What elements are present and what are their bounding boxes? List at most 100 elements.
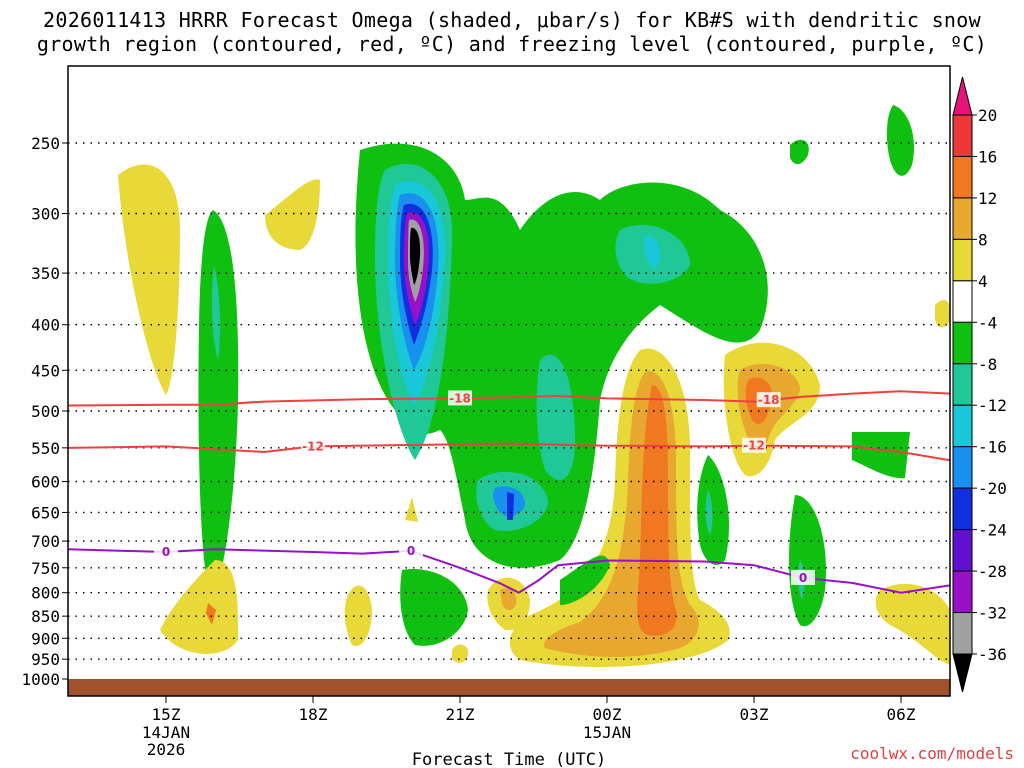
omega-cell-negative bbox=[198, 210, 239, 592]
colorbar-label: 20 bbox=[978, 106, 997, 125]
omega-cell-negative bbox=[697, 455, 729, 565]
contour-label: -12 bbox=[302, 439, 324, 453]
colorbar-swatch bbox=[952, 570, 973, 614]
contour-label: -12 bbox=[743, 439, 765, 453]
colorbar-swatch bbox=[952, 446, 973, 489]
colorbar-swatch bbox=[952, 155, 973, 199]
contour-label-bg bbox=[399, 542, 423, 558]
omega-cell-negative bbox=[536, 354, 575, 480]
y-tick-label: 650 bbox=[31, 503, 60, 522]
omega-cell-positive bbox=[637, 385, 677, 636]
x-tick-label: 18Z bbox=[299, 705, 328, 724]
colorbar-label: 4 bbox=[978, 272, 988, 291]
omega-cell-negative bbox=[886, 105, 914, 176]
colorbar-label: 12 bbox=[978, 189, 997, 208]
colorbar-swatch bbox=[952, 529, 973, 572]
contour-label: 0 bbox=[162, 545, 170, 559]
colorbar-label: -12 bbox=[978, 396, 1007, 415]
temperature-contours: -18 -18 -12 -12 0 0 0 bbox=[68, 390, 950, 594]
y-tick-label: 350 bbox=[31, 264, 60, 283]
omega-cell-negative bbox=[507, 492, 514, 520]
y-tick-label: 300 bbox=[31, 204, 60, 223]
omega-cell-positive bbox=[160, 560, 239, 654]
contour-label: 0 bbox=[407, 544, 415, 558]
x-tick-label: 00Z bbox=[593, 705, 622, 724]
contour-label-bg bbox=[756, 392, 781, 408]
colorbar-swatch bbox=[952, 321, 973, 365]
contour-label-bg bbox=[154, 543, 178, 559]
colorbar-swatch bbox=[952, 612, 973, 655]
y-tick-label: 900 bbox=[31, 629, 60, 648]
omega-cell-positive bbox=[206, 603, 216, 625]
chart-title-line1: 2026011413 HRRR Forecast Omega (shaded, … bbox=[43, 8, 981, 32]
colorbar-label: -32 bbox=[978, 604, 1007, 623]
omega-cell-negative bbox=[410, 227, 421, 285]
colorbar-label: 16 bbox=[978, 147, 997, 166]
colorbar-top-triangle bbox=[952, 76, 973, 116]
contour-line bbox=[68, 442, 950, 462]
colorbar-swatch bbox=[952, 404, 973, 448]
y-axis-ticks: 250 300 350 400 450 500 550 600 650 700 750 800 850 9… bbox=[21, 134, 68, 689]
omega-cell-positive bbox=[935, 300, 950, 328]
omega-cell-negative bbox=[788, 495, 826, 627]
colorbar-label: -16 bbox=[978, 438, 1007, 457]
omega-cell-negative bbox=[400, 569, 468, 646]
colorbar-label: 8 bbox=[978, 230, 988, 249]
x-tick-date: 14JAN bbox=[142, 723, 190, 742]
y-tick-label: 500 bbox=[31, 402, 60, 421]
omega-cell-positive bbox=[265, 179, 320, 250]
x-tick-label: 21Z bbox=[446, 705, 475, 724]
colorbar-swatch bbox=[952, 197, 973, 240]
y-tick-label: 250 bbox=[31, 134, 60, 153]
omega-cell-positive bbox=[118, 164, 180, 395]
omega-cell-negative bbox=[705, 490, 713, 535]
omega-cell-negative bbox=[560, 555, 610, 605]
omega-cell-positive bbox=[344, 585, 372, 646]
contour-label-bg bbox=[448, 390, 472, 406]
contour-label-bg bbox=[742, 437, 766, 453]
x-tick-label: 06Z bbox=[887, 705, 916, 724]
colorbar-label: -4 bbox=[978, 313, 997, 332]
colorbar-label: -8 bbox=[978, 355, 997, 374]
colorbar-swatch bbox=[952, 487, 973, 531]
omega-cell-negative bbox=[852, 432, 910, 479]
terrain-fill bbox=[68, 679, 950, 696]
omega-cell-positive bbox=[875, 583, 950, 665]
omega-cell-positive bbox=[452, 644, 469, 663]
x-axis-label: Forecast Time (UTC) bbox=[412, 750, 606, 768]
omega-cell-negative bbox=[643, 235, 661, 270]
colorbar-swatch bbox=[952, 114, 973, 157]
contour-label: -18 bbox=[449, 391, 471, 405]
y-tick-label: 450 bbox=[31, 361, 60, 380]
y-tick-label: 600 bbox=[31, 472, 60, 491]
y-tick-label: 550 bbox=[31, 439, 60, 458]
y-tick-label: 700 bbox=[31, 532, 60, 551]
x-tick-date: 15JAN bbox=[583, 723, 631, 742]
x-tick-label: 15Z bbox=[152, 705, 181, 724]
x-tick-year: 2026 bbox=[147, 740, 186, 759]
colorbar-swatch bbox=[952, 363, 973, 406]
colorbar-label: -36 bbox=[978, 645, 1007, 664]
colorbar-bottom-triangle bbox=[952, 653, 973, 693]
contour-label-bg bbox=[301, 438, 325, 454]
y-tick-label: 800 bbox=[31, 584, 60, 603]
colorbar-label: -28 bbox=[978, 562, 1007, 581]
contour-label-bg bbox=[791, 569, 815, 585]
omega-cell-positive bbox=[405, 497, 418, 522]
y-tick-label: 850 bbox=[31, 607, 60, 626]
contour-line bbox=[68, 390, 950, 407]
plot-frame bbox=[67, 65, 951, 697]
y-tick-label: 1000 bbox=[21, 670, 60, 689]
colorbar: 20 16 12 8 4 -4 -8 -12 -16 -20 -24 -28 -32 -36 bbox=[952, 76, 1007, 693]
colorbar-label: -24 bbox=[978, 521, 1007, 540]
pressure-grid bbox=[68, 142, 950, 660]
omega-cell-negative bbox=[211, 265, 221, 360]
omega-shading bbox=[118, 105, 950, 668]
omega-cell-negative bbox=[790, 139, 809, 165]
chart-title-line2: growth region (contoured, red, ºC) and f… bbox=[36, 32, 988, 56]
y-tick-label: 750 bbox=[31, 559, 60, 578]
colorbar-swatch bbox=[952, 238, 973, 282]
contour-label: 0 bbox=[799, 571, 807, 585]
